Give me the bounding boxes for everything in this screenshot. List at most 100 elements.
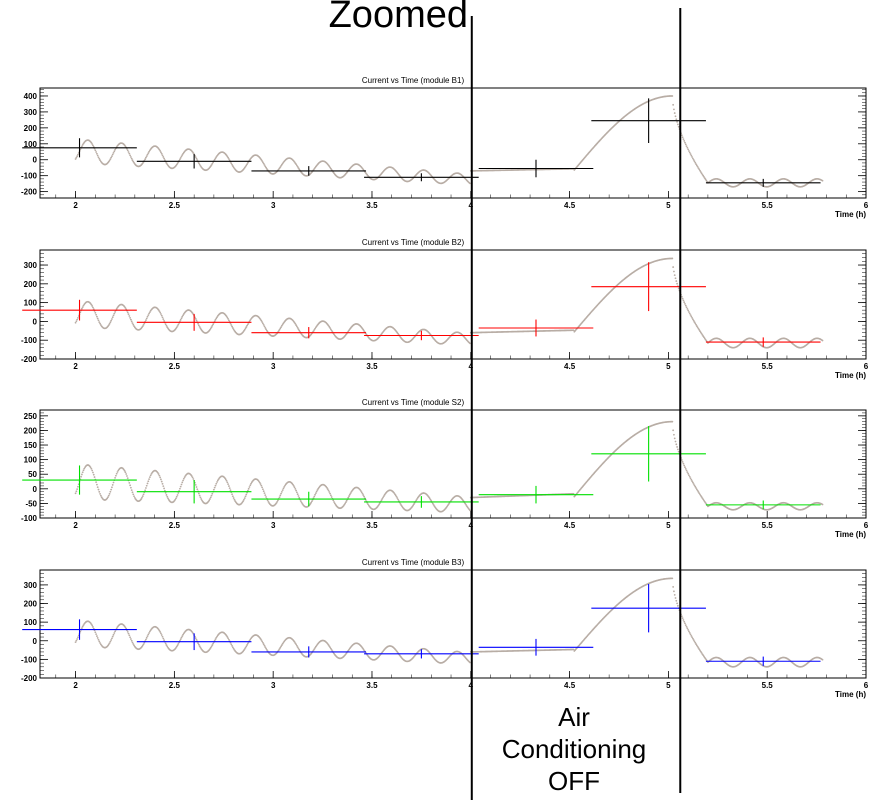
data-point (127, 313, 130, 316)
data-point (96, 317, 99, 320)
data-point (147, 480, 150, 483)
data-point (244, 327, 247, 330)
data-point (687, 472, 690, 475)
data-point (199, 496, 202, 499)
data-point (258, 481, 261, 484)
y-tick-label: -100 (21, 336, 38, 345)
data-point (89, 466, 92, 469)
x-tick-label: 2.5 (169, 681, 181, 690)
data-point (676, 121, 678, 123)
data-point (112, 481, 115, 484)
data-point (160, 314, 163, 317)
x-tick-label: 3.5 (366, 521, 378, 530)
data-point (215, 482, 218, 485)
data-point (572, 329, 575, 332)
data-point (165, 494, 168, 496)
data-point (226, 481, 229, 484)
data-point (97, 488, 100, 491)
data-point (167, 497, 169, 500)
data-point (179, 485, 182, 488)
x-tick-label: 2 (73, 362, 78, 371)
data-point (693, 640, 696, 643)
data-point (181, 315, 184, 318)
plot-frame (39, 409, 867, 519)
data-point (230, 324, 233, 326)
data-point (278, 328, 281, 331)
data-point (197, 324, 200, 327)
measurement-series (74, 95, 824, 188)
y-tick-label: 400 (24, 92, 38, 101)
data-point (691, 318, 694, 321)
data-point (689, 153, 692, 155)
data-point (129, 156, 132, 158)
data-point (246, 323, 249, 326)
data-point (310, 501, 313, 504)
data-point (682, 462, 685, 465)
data-point (146, 635, 149, 638)
data-point (74, 158, 77, 160)
data-point (112, 314, 115, 317)
data-point (676, 604, 679, 607)
data-point (75, 156, 78, 159)
data-point (676, 282, 678, 285)
data-point (130, 320, 133, 323)
data-point (228, 485, 230, 487)
data-point (114, 476, 116, 479)
data-point (671, 420, 674, 423)
data-point (681, 460, 684, 463)
data-point (394, 494, 397, 497)
data-point (344, 502, 347, 505)
data-point (145, 484, 148, 487)
data-point (159, 476, 162, 479)
data-point (688, 632, 691, 634)
data-point (197, 162, 200, 165)
x-tick-label: 5.5 (762, 681, 774, 690)
data-point (113, 632, 116, 634)
data-point (260, 319, 263, 322)
data-point (111, 155, 113, 158)
data-point (109, 158, 112, 161)
data-point (676, 123, 679, 126)
data-point (160, 632, 162, 635)
data-point (686, 471, 689, 474)
x-tick-label: 5.5 (762, 521, 774, 530)
data-point (145, 317, 148, 320)
data-point (111, 153, 114, 156)
data-point (145, 319, 147, 322)
data-point (111, 318, 113, 320)
data-point (277, 499, 279, 502)
data-point (681, 136, 684, 139)
data-point (148, 476, 151, 479)
data-point (262, 490, 265, 493)
data-point (80, 145, 83, 148)
data-point (469, 661, 471, 664)
data-point (174, 498, 177, 501)
y-tick-label: 0 (33, 317, 38, 326)
data-point (691, 316, 694, 319)
data-point (209, 498, 211, 500)
data-point (163, 157, 165, 160)
data-point (179, 318, 182, 321)
data-point (680, 295, 683, 298)
data-point (266, 499, 269, 502)
data-point (109, 321, 112, 324)
data-point (208, 499, 211, 502)
data-point (265, 647, 267, 650)
data-point (163, 639, 165, 642)
data-point (94, 311, 97, 314)
data-point (157, 473, 160, 475)
data-point (695, 644, 698, 647)
data-point (81, 143, 84, 146)
data-point (243, 648, 246, 650)
data-point (684, 622, 686, 625)
data-point (114, 630, 116, 633)
data-point (160, 151, 162, 154)
data-point (231, 495, 234, 498)
data-point (684, 624, 687, 627)
data-point (262, 323, 265, 326)
data-point (194, 156, 197, 159)
data-point (131, 159, 134, 162)
data-point (329, 328, 332, 331)
data-point (159, 311, 162, 314)
data-point (162, 156, 165, 158)
